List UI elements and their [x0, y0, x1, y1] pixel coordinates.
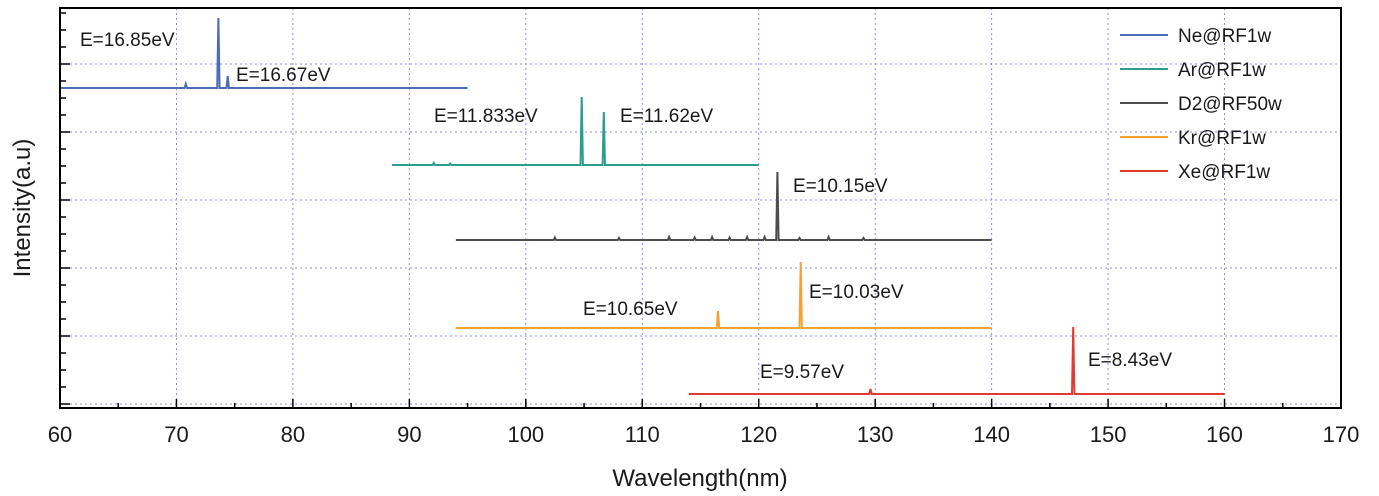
- x-tick-label: 110: [625, 422, 660, 447]
- x-tick-label: 90: [397, 422, 421, 447]
- legend-label: D2@RF50w: [1178, 94, 1282, 115]
- x-tick-label: 160: [1206, 422, 1243, 447]
- series-line-D2@RF50w: [455, 171, 992, 241]
- series-line-Ar@RF1w: [391, 96, 759, 166]
- x-axis: 60 70 80 90 100 110 120 130 140 150 160 170: [48, 399, 1360, 447]
- legend-label: Ne@RF1w: [1178, 26, 1271, 47]
- x-tick-label: 150: [1090, 422, 1127, 447]
- series-layer: [60, 17, 1225, 395]
- x-tick-label: 140: [973, 422, 1010, 447]
- legend: Ne@RF1w Ar@RF1w D2@RF50w Kr@RF1w Xe@RF1w: [1120, 26, 1282, 183]
- peak-annotation: E=10.65eV: [583, 299, 678, 320]
- x-tick-label: 120: [740, 422, 777, 447]
- legend-label: Kr@RF1w: [1178, 128, 1266, 149]
- peak-annotation: E=10.15eV: [793, 176, 888, 197]
- x-tick-label: 170: [1323, 422, 1360, 447]
- y-axis: [60, 12, 70, 405]
- peak-annotation: E=9.57eV: [760, 362, 844, 383]
- peak-annotation: E=10.03eV: [809, 282, 904, 303]
- peak-annotation: E=8.43eV: [1088, 350, 1172, 371]
- x-tick-label: 100: [507, 422, 544, 447]
- x-tick-label: 60: [48, 422, 72, 447]
- peak-annotation: E=11.833eV: [434, 106, 538, 127]
- legend-label: Xe@RF1w: [1178, 162, 1270, 183]
- peak-annotation: E=16.85eV: [80, 30, 175, 51]
- x-tick-label: 130: [857, 422, 894, 447]
- x-axis-title: Wavelength(nm): [612, 465, 787, 492]
- series-line-Xe@RF1w: [688, 326, 1225, 395]
- y-axis-title: Intensity(a.u): [9, 139, 36, 278]
- x-tick-label: 70: [164, 422, 188, 447]
- peak-annotations: E=16.85eV E=16.67eV E=11.833eV E=11.62eV E=1…: [80, 30, 1172, 383]
- peak-annotation: E=16.67eV: [236, 65, 331, 86]
- peak-annotation: E=11.62eV: [620, 106, 713, 127]
- legend-label: Ar@RF1w: [1178, 60, 1266, 81]
- series-line-Ne@RF1w: [60, 17, 468, 89]
- x-tick-label: 80: [281, 422, 305, 447]
- series-line-Kr@RF1w: [455, 261, 992, 329]
